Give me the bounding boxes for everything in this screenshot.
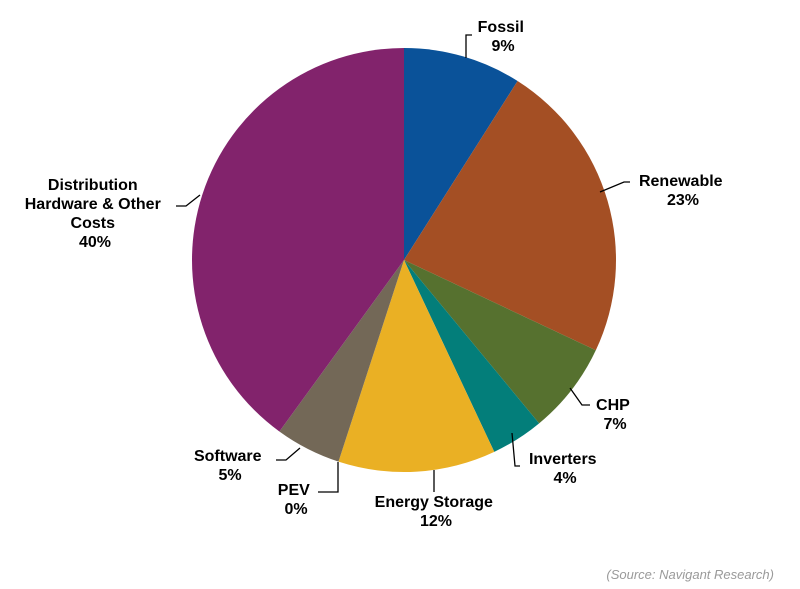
source-note: (Source: Navigant Research) <box>606 567 774 582</box>
label-pev: PEV 0% <box>278 482 314 518</box>
label-chp: CHP 7% <box>596 397 634 433</box>
leader-line-fossil <box>465 34 472 58</box>
leader-line-distribution <box>176 194 201 207</box>
pie-slices <box>192 48 617 472</box>
slice-chp <box>404 260 596 424</box>
slice-distribution-hardware-other-costs <box>192 48 404 432</box>
leader-line-software <box>276 447 301 461</box>
leader-line-chp <box>569 387 590 406</box>
label-energy-storage: Energy Storage 12% <box>375 494 498 530</box>
label-software: Software 5% <box>194 448 266 484</box>
slice-renewable <box>404 81 617 351</box>
slice-inverters <box>404 260 540 452</box>
label-renewable: Renewable 23% <box>639 173 727 209</box>
leader-line-renewable <box>599 181 630 193</box>
label-fossil: Fossil 9% <box>478 19 529 55</box>
label-distribution: Distribution Hardware & Other Costs 40% <box>25 177 166 251</box>
leader-line-pev <box>318 462 339 493</box>
label-inverters: Inverters 4% <box>529 451 601 487</box>
slice-software <box>279 260 404 462</box>
leader-line-inverters <box>511 432 520 467</box>
slice-fossil <box>404 48 518 260</box>
leader-lines <box>176 34 630 493</box>
slice-energy-storage <box>338 260 495 472</box>
